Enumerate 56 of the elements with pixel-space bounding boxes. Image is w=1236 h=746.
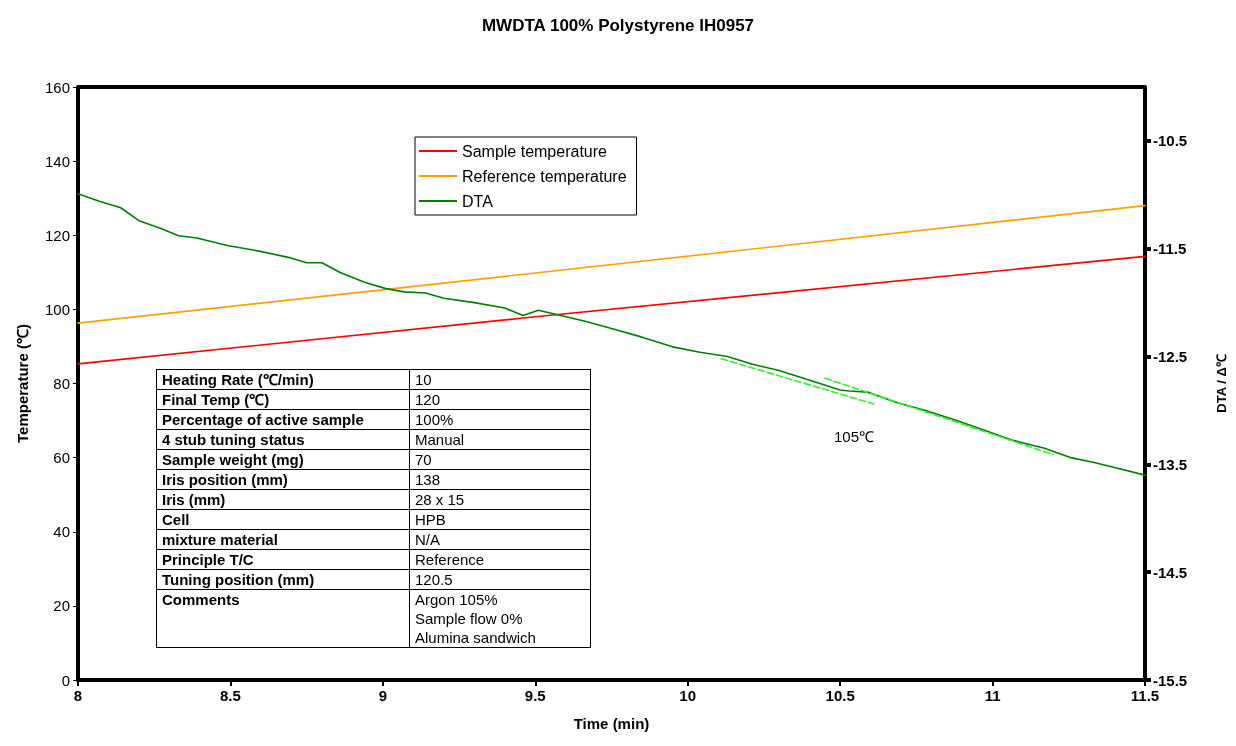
annotation: N/A [409,529,591,550]
annotation: Cell [156,509,410,530]
annotation: HPB [409,509,591,530]
chart-title: MWDTA 100% Polystyrene IH0957 [481,16,755,35]
y2-axis-title: DTA / Δ℃ [1214,354,1229,413]
annotation: 105℃ [834,428,875,446]
y2-tick-label: -14.5 [1153,563,1188,581]
y-tick-label: 20 [53,597,70,615]
y2-tick-label: -10.5 [1153,132,1188,150]
annotation: 120 [409,389,591,410]
legend-label: Sample temperature [462,142,608,160]
x-tick-label: 10 [679,687,697,704]
annotation: Tuning position (mm) [156,569,410,590]
annotation: Reference [409,549,591,570]
y-tick-label: 160 [44,78,70,96]
x-tick-label: 8.5 [220,687,241,704]
y-tick-label: 60 [53,449,70,467]
y-tick-label: 140 [44,152,70,170]
x-tick-label: 11 [984,687,1001,704]
y-tick-label: 80 [53,375,70,392]
y-axis-title: Temperature (℃) [14,324,31,443]
x-tick-label: 8 [73,687,83,704]
x-tick-label: 9.5 [524,687,546,704]
line-series [77,192,1146,476]
x-tick-label: 11.5 [1130,687,1160,704]
y2-tick-label: -15.5 [1153,671,1188,689]
annotation: mixture material [156,529,410,550]
x-tick-label: 9 [378,687,388,704]
annotation: Sample weight (mg) [156,449,410,470]
annotation: Iris position (mm) [156,469,410,490]
annotation: 120.5 [409,569,591,590]
y-tick-label: 100 [44,300,70,318]
annotation: 28 x 15 [409,489,591,510]
y-tick-label: 0 [61,671,70,689]
legend-label: Reference temperature [462,167,627,185]
annotation: 10 [409,369,591,390]
annotation: Principle T/C [156,549,410,570]
annotation: Manual [409,429,591,450]
annotation: 70 [409,449,591,470]
x-axis-title: Time (min) [573,715,650,732]
annotation: 138 [409,469,591,490]
y2-tick-label: -12.5 [1153,348,1188,366]
annotation: Heating Rate (℃/min) [156,369,410,390]
annotation: Iris (mm) [156,489,410,510]
annotation: Argon 105% Sample flow 0% Alumina sandwich [409,589,591,648]
annotation: Final Temp (℃) [156,389,410,410]
legend-label: DTA [462,192,494,210]
y-tick-label: 40 [53,523,70,541]
y-tick-label: 120 [44,226,70,244]
x-tick-label: 10.5 [825,687,855,704]
annotation: 100% [409,409,591,430]
annotation: Percentage of active sample [156,409,410,430]
y2-tick-label: -13.5 [1153,455,1188,473]
annotation: Comments [156,589,410,648]
y2-tick-label: -11.5 [1153,240,1187,258]
annotation: 4 stub tuning status [156,429,410,450]
